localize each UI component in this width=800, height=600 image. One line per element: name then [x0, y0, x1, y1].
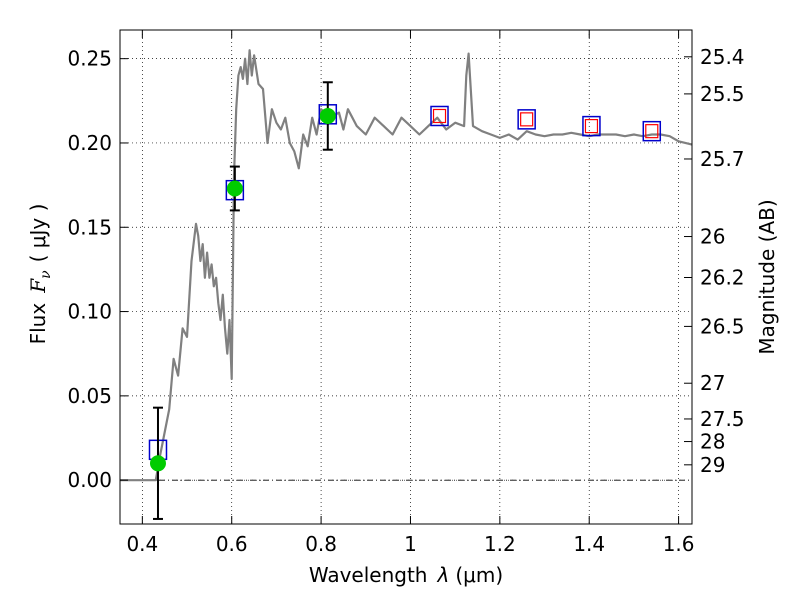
magnitude-tick-label: 25.5	[700, 82, 745, 106]
y-tick-label: 0.15	[67, 215, 112, 239]
y-tick-label: 0.25	[67, 47, 112, 71]
x-tick-labels: 0.4 0.6 0.8 1 1.2 1.4 1.6	[126, 532, 694, 556]
observed-flux-point	[226, 180, 243, 197]
tick-marks	[120, 30, 692, 524]
undetected-flux-marker	[432, 108, 447, 124]
observed-flux-point	[149, 455, 166, 472]
y-axis-title: FluxFν( μJy )	[26, 204, 54, 345]
magnitude-tick-label: 26.2	[700, 266, 745, 290]
plot-area	[120, 30, 693, 524]
magnitude-tick-label: 26.5	[700, 314, 745, 338]
sed-model-line	[120, 49, 693, 482]
x-tick-label: 1	[404, 532, 417, 556]
magnitude-tick-label: 27	[700, 371, 725, 395]
magnitude-tick-label: 28	[700, 430, 725, 454]
magnitude-axis-title: Magnitude (AB)	[755, 199, 779, 354]
model-flux-box	[582, 115, 601, 137]
y-tick-labels: 0.00 0.05 0.10 0.15 0.20 0.25	[67, 47, 112, 493]
magnitude-tick-label: 25.4	[700, 45, 745, 69]
y-tick-label: 0.05	[67, 384, 112, 408]
y-tick-label: 0.00	[67, 468, 112, 492]
model-flux-box	[517, 109, 536, 130]
y-tick-label: 0.20	[67, 131, 112, 155]
model-flux-box	[430, 105, 449, 127]
y-tick-label: 0.10	[67, 300, 112, 324]
observed-flux-point	[319, 107, 336, 124]
plot-frame	[119, 29, 693, 525]
x-tick-label: 0.4	[126, 532, 158, 556]
magnitude-tick-label: 25.7	[700, 147, 745, 171]
undetected-flux-marker	[520, 112, 534, 127]
magnitude-tick-label: 26	[700, 225, 725, 249]
x-tick-label: 1.6	[663, 532, 695, 556]
grid-lines	[120, 30, 692, 524]
magnitude-tick-label: 27.5	[700, 407, 745, 431]
x-tick-label: 1.2	[484, 532, 516, 556]
undetected-flux-marker	[584, 119, 599, 134]
undetected-flux-marker	[645, 124, 659, 139]
series-layer	[120, 49, 693, 520]
x-tick-label: 0.6	[216, 532, 248, 556]
magnitude-tick-label: 29	[700, 453, 725, 477]
model-flux-box	[642, 120, 662, 142]
x-tick-label: 1.4	[573, 532, 605, 556]
x-axis-title: Wavelength λ (μm)	[309, 563, 503, 587]
x-tick-label: 0.8	[305, 532, 337, 556]
